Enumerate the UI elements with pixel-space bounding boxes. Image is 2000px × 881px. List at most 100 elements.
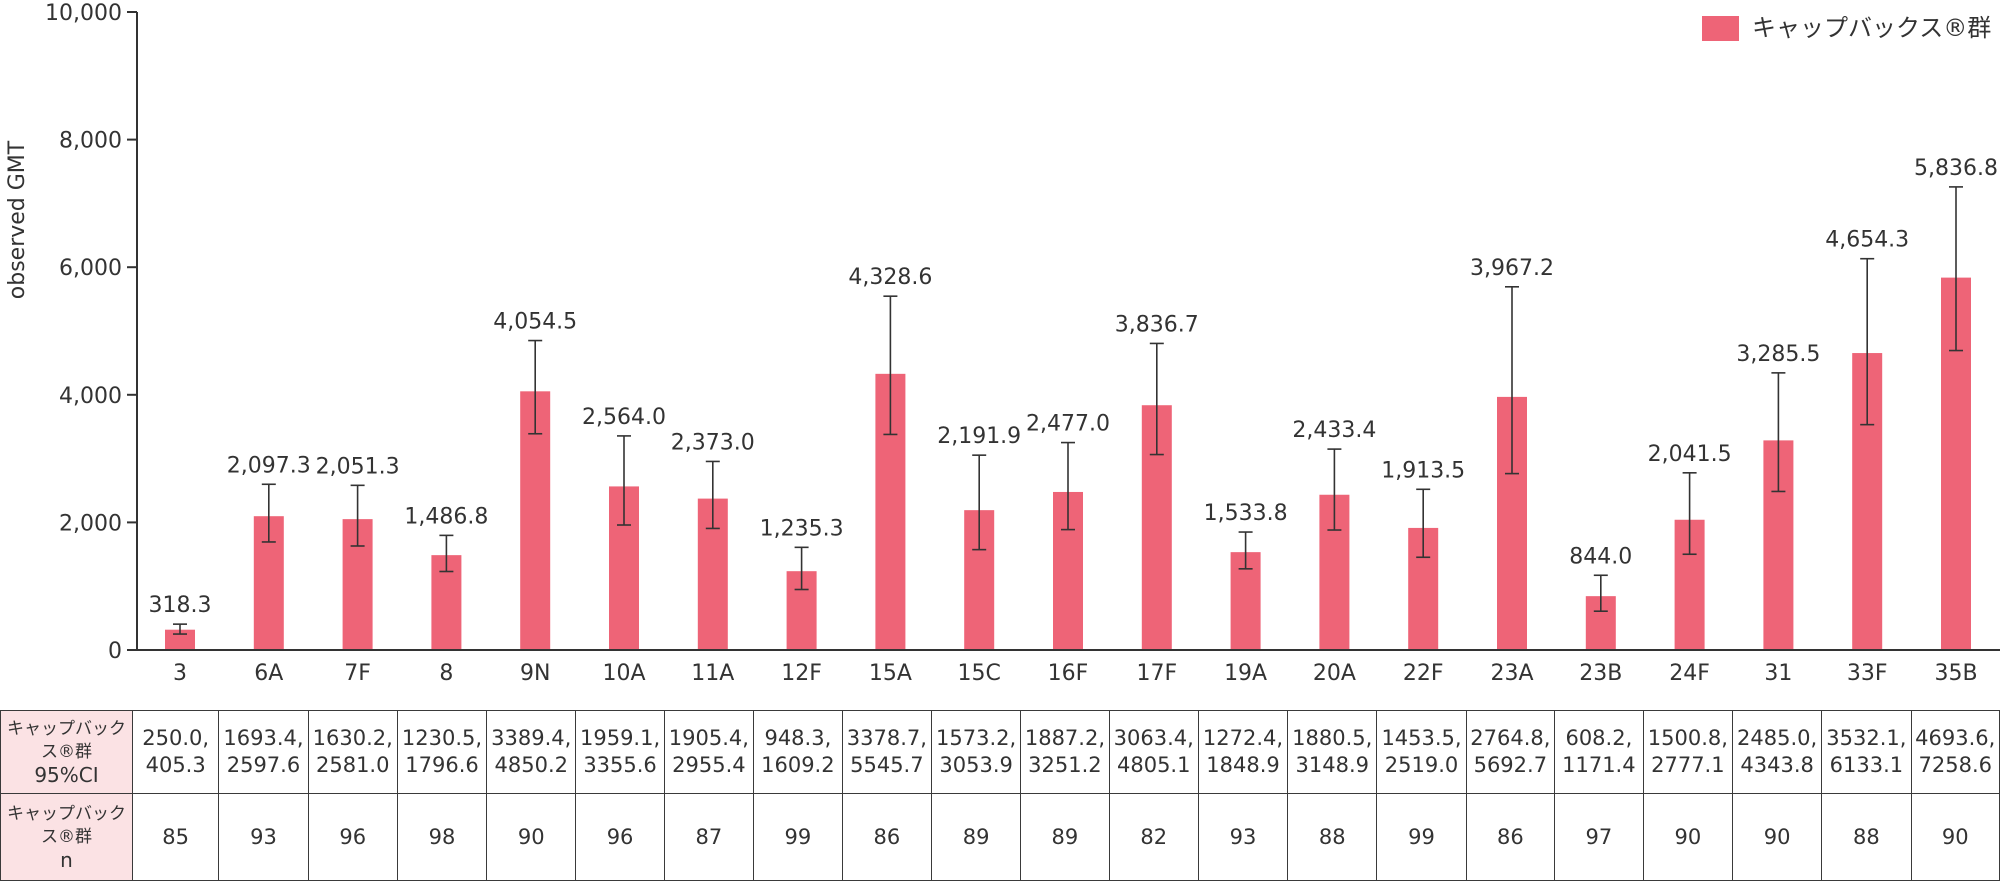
ci-cell-6a: 1693.4, 2597.6	[218, 710, 309, 794]
x-tick-label-3: 3	[173, 661, 187, 686]
n-cell-9n: 90	[486, 793, 577, 881]
n-row-header: キャップバックス®群 n	[0, 793, 133, 881]
n-cell-11a: 87	[663, 793, 755, 881]
value-label-17f: 3,836.7	[1115, 312, 1199, 337]
x-tick-label-7f: 7F	[344, 661, 371, 686]
n-cell-22f: 99	[1376, 793, 1467, 881]
error-bar-23a	[1505, 286, 1519, 475]
value-label-22f: 1,913.5	[1381, 458, 1465, 483]
value-label-20a: 2,433.4	[1292, 418, 1376, 443]
n-cell-23b: 97	[1554, 793, 1644, 881]
error-bar-35b	[1949, 186, 1963, 352]
ci-cell-35b: 4693.6, 7258.6	[1910, 710, 2000, 794]
ci-cell-16f: 1887.2, 3251.2	[1020, 710, 1110, 794]
ci-cell-10a: 1959.1, 3355.6	[575, 710, 665, 794]
n-cell-19a: 93	[1197, 793, 1289, 881]
ci-row-header-group: キャップバックス®群	[7, 718, 126, 762]
error-bar-17f	[1149, 342, 1164, 456]
error-bar-8	[439, 534, 454, 573]
x-tick-label-6a: 6A	[254, 661, 283, 686]
n-cell-20a: 88	[1287, 793, 1378, 881]
error-bar-6a	[261, 483, 276, 543]
x-tick-label-17f: 17F	[1136, 661, 1177, 686]
bar-3	[165, 629, 195, 650]
legend-swatch	[1702, 16, 1739, 41]
y-tick-label: 0	[108, 639, 122, 664]
x-tick-label-31: 31	[1764, 661, 1792, 686]
y-axis-title: observed GMT	[5, 140, 30, 299]
y-tick-label: 6,000	[59, 256, 122, 281]
n-cell-8: 98	[396, 793, 488, 881]
ci-cell-22f: 1453.5, 2519.0	[1376, 710, 1467, 794]
error-bar-22f	[1416, 488, 1431, 559]
value-label-19a: 1,533.8	[1204, 501, 1288, 526]
error-bar-11a	[705, 460, 720, 530]
y-tick-label: 10,000	[45, 1, 122, 26]
error-bar-33f	[1860, 257, 1875, 426]
y-axis: 0 2,000 4,000 6,000 8,000 10,000	[45, 1, 138, 664]
x-tick-label-9n: 9N	[520, 661, 550, 686]
error-bar-3	[173, 623, 187, 635]
n-cell-17f: 82	[1108, 793, 1199, 881]
error-bar-23b	[1593, 574, 1608, 612]
n-cell-16f: 89	[1020, 793, 1110, 881]
n-cell-31: 90	[1731, 793, 1823, 881]
error-bar-15a	[883, 295, 898, 436]
n-cell-33f: 88	[1821, 793, 1912, 881]
value-label-8: 1,486.8	[404, 504, 488, 529]
x-tick-label-33f: 33F	[1847, 661, 1888, 686]
error-bar-16f	[1061, 441, 1075, 531]
x-axis: 3 6A 7F 8 9N 10A 11A 12F 15A 15C 16F 17F 19A 20A 22F 23…	[137, 649, 2000, 686]
ci-cell-33f: 3532.1, 6133.1	[1821, 710, 1912, 794]
error-bar-20a	[1327, 448, 1342, 531]
value-label-3: 318.3	[149, 593, 212, 618]
x-tick-label-22f: 22F	[1403, 661, 1444, 686]
value-label-12f: 1,235.3	[760, 516, 844, 541]
error-bar-31	[1771, 372, 1786, 493]
gmt-bar-chart: 0 2,000 4,000 6,000 8,000 10,000 318.3 2,097.3…	[5, 1, 2000, 686]
y-tick-label: 4,000	[59, 384, 122, 409]
ci-cell-31: 2485.0, 4343.8	[1731, 710, 1823, 794]
value-label-6a: 2,097.3	[227, 453, 311, 478]
value-label-33f: 4,654.3	[1825, 228, 1909, 253]
error-bar-19a	[1238, 531, 1253, 570]
n-cell-15a: 86	[841, 793, 932, 881]
n-row-header-metric: n	[60, 847, 73, 872]
ci-cell-24f: 1500.8, 2777.1	[1642, 710, 1733, 794]
value-label-23a: 3,967.2	[1470, 256, 1554, 281]
x-tick-label-12f: 12F	[781, 661, 822, 686]
ci-cell-12f: 948.3, 1609.2	[753, 710, 843, 794]
legend: キャップバックス®群	[1702, 14, 1991, 42]
value-label-24f: 2,041.5	[1648, 442, 1732, 467]
error-bar-group	[173, 186, 1963, 635]
n-cell-23a: 86	[1465, 793, 1556, 881]
y-tick-label: 2,000	[59, 511, 122, 536]
value-label-9n: 4,054.5	[493, 310, 577, 335]
x-tick-label-24f: 24F	[1669, 661, 1710, 686]
x-tick-label-35b: 35B	[1934, 661, 1977, 686]
n-cell-12f: 99	[753, 793, 843, 881]
x-tick-label-23b: 23B	[1579, 661, 1622, 686]
n-cell-10a: 96	[575, 793, 665, 881]
statistics-table: キャップバックス®群 95%CI 250.0, 405.3 1693.4, 259…	[0, 710, 2000, 881]
x-tick-label-16f: 16F	[1048, 661, 1089, 686]
x-tick-label-10a: 10A	[602, 661, 645, 686]
error-bar-12f	[794, 546, 809, 591]
value-label-31: 3,285.5	[1736, 342, 1820, 367]
n-cell-6a: 93	[218, 793, 309, 881]
ci-cell-19a: 1272.4, 1848.9	[1197, 710, 1289, 794]
n-cell-7f: 96	[307, 793, 398, 881]
value-label-11a: 2,373.0	[671, 430, 755, 455]
x-tick-label-11a: 11A	[691, 661, 734, 686]
n-cell-3: 85	[131, 793, 220, 881]
x-tick-label-19a: 19A	[1224, 661, 1267, 686]
n-row-header-group: キャップバックス®群	[7, 803, 126, 847]
error-bar-9n	[528, 339, 543, 435]
value-label-7f: 2,051.3	[316, 454, 400, 479]
error-bar-10a	[617, 435, 631, 526]
x-tick-label-8: 8	[439, 661, 453, 686]
error-bar-24f	[1682, 472, 1697, 556]
x-tick-label-23a: 23A	[1490, 661, 1533, 686]
value-label-10a: 2,564.0	[582, 405, 666, 430]
bar-group	[165, 277, 1971, 650]
